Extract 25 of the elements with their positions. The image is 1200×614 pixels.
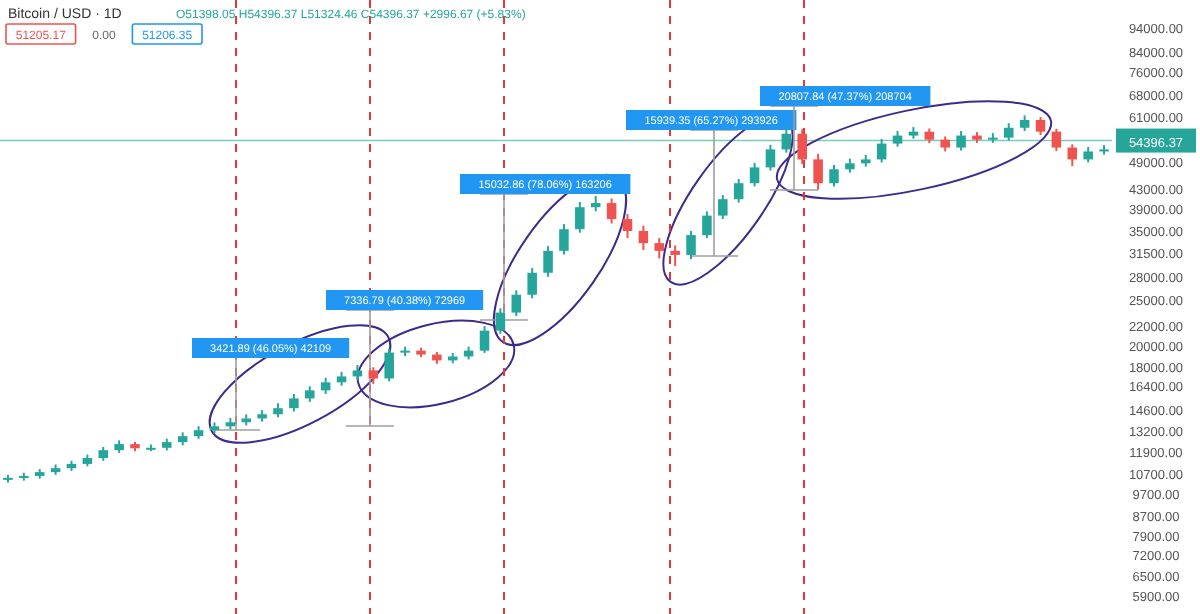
candlestick [1051,127,1062,152]
candlestick [797,128,807,166]
candlestick [606,197,617,225]
candlestick [702,210,712,240]
candlestick [670,244,680,267]
candlestick [559,223,569,256]
candlestick [622,213,633,240]
candlestick [749,161,760,188]
candlestick [781,125,792,154]
candlestick [527,267,537,300]
candlestick [495,307,506,335]
candlestick [733,177,744,204]
candlestick [654,237,665,260]
candlestick [956,129,966,152]
candlestick [543,245,553,278]
candlestick [718,194,728,220]
candlestick [638,224,649,251]
candlestick [765,143,776,172]
candlestick [686,229,696,261]
candlestick [829,163,839,188]
candlestick [384,347,394,383]
candlestick [511,289,522,318]
candlestick [575,201,585,234]
candlestick [479,325,490,354]
candlestick [813,152,823,191]
